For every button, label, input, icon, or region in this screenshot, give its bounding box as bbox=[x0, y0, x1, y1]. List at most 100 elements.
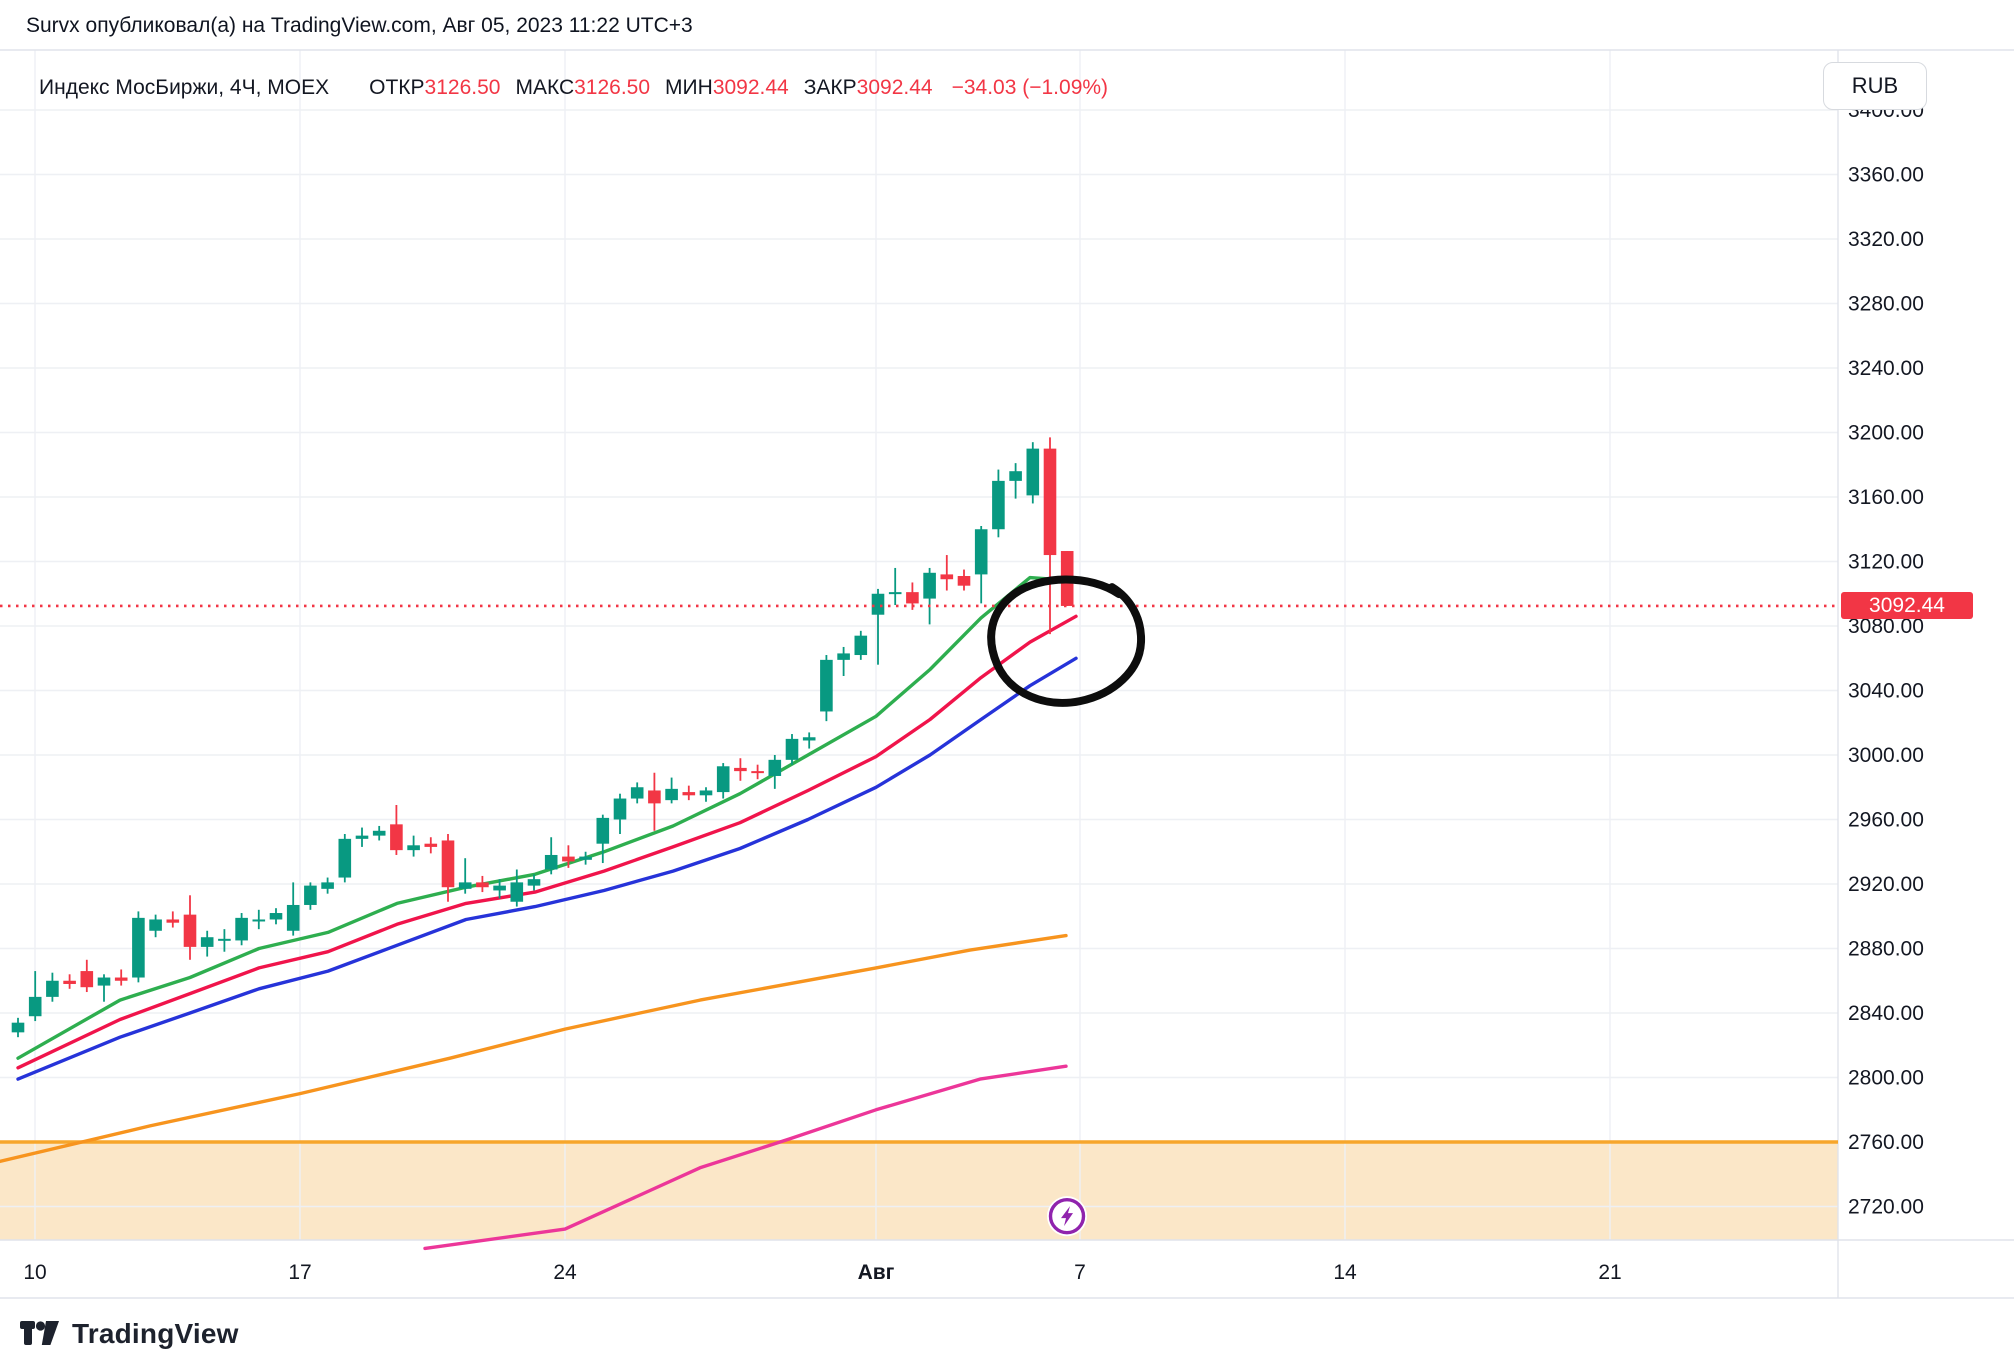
candle-body bbox=[510, 882, 524, 902]
candle bbox=[355, 827, 369, 847]
candle-body bbox=[355, 835, 369, 839]
candle-body bbox=[11, 1022, 25, 1033]
price-axis-label: 3000.00 bbox=[1848, 744, 1924, 767]
candle bbox=[510, 869, 524, 907]
candle-body bbox=[802, 737, 816, 741]
candle bbox=[493, 879, 506, 899]
tradingview-logo-icon bbox=[20, 1321, 59, 1345]
tradingview-logo-text: TradingView bbox=[72, 1318, 239, 1349]
time-axis-label: 7 bbox=[1074, 1261, 1086, 1284]
candle-body bbox=[424, 843, 438, 847]
price-axis-label: 2920.00 bbox=[1848, 873, 1924, 896]
pane-borders bbox=[0, 49, 2014, 1299]
candle-body bbox=[114, 977, 128, 981]
legend-item-мин: МИН3092.44 bbox=[665, 76, 789, 99]
price-axis-label: 3360.00 bbox=[1848, 164, 1924, 187]
price-axis-label: 2880.00 bbox=[1848, 938, 1924, 961]
candle bbox=[28, 971, 42, 1022]
candle-body bbox=[562, 856, 575, 862]
candle-body bbox=[1009, 471, 1022, 481]
lightning-bolt-icon bbox=[1061, 1206, 1073, 1227]
candle-body bbox=[854, 635, 868, 656]
candle bbox=[544, 837, 558, 875]
candle-body bbox=[304, 885, 317, 905]
legend-item-откр: ОТКР3126.50 bbox=[369, 76, 501, 99]
candle bbox=[63, 974, 76, 989]
candle-body bbox=[269, 913, 283, 920]
candle-body bbox=[544, 854, 558, 870]
price-axis-label: 3280.00 bbox=[1848, 293, 1924, 316]
ohlc-values: ОТКР3126.50 МАКС3126.50 МИН3092.44 ЗАКР3092… bbox=[369, 76, 947, 100]
price-axis-label: 3120.00 bbox=[1848, 551, 1924, 574]
candle-body bbox=[97, 977, 111, 986]
candle-body bbox=[716, 766, 730, 793]
candle bbox=[132, 911, 145, 983]
candle bbox=[630, 782, 644, 804]
publish-byline: Survx опубликовал(а) на TradingView.com,… bbox=[26, 14, 693, 37]
price-axis-label: 2800.00 bbox=[1848, 1067, 1924, 1090]
candle-body bbox=[46, 980, 59, 997]
candle bbox=[734, 758, 747, 781]
time-axis-label: 24 bbox=[553, 1261, 577, 1284]
candle bbox=[80, 959, 94, 993]
candle bbox=[716, 763, 730, 799]
candle-body bbox=[785, 738, 799, 760]
candle bbox=[304, 882, 317, 910]
candle bbox=[854, 630, 868, 660]
candle-body bbox=[1043, 448, 1057, 556]
candle bbox=[613, 793, 627, 835]
candle bbox=[114, 969, 128, 986]
price-axis-label: 3080.00 bbox=[1848, 615, 1924, 638]
candle-body bbox=[751, 771, 764, 774]
candle bbox=[837, 646, 850, 676]
candle bbox=[1009, 463, 1022, 499]
candle-body bbox=[734, 767, 747, 772]
time-axis-label: 21 bbox=[1598, 1261, 1621, 1284]
candle bbox=[579, 851, 592, 865]
price-axis-label: 2720.00 bbox=[1848, 1196, 1924, 1219]
candle-body bbox=[80, 971, 94, 988]
tradingview-logo[interactable]: TradingView bbox=[20, 1318, 239, 1350]
candle-body bbox=[906, 592, 919, 604]
candle-body bbox=[321, 882, 334, 889]
price-axis-label: 3160.00 bbox=[1848, 486, 1924, 509]
candle bbox=[200, 930, 214, 957]
candle-body bbox=[940, 574, 954, 580]
candle-body bbox=[871, 593, 885, 615]
candle bbox=[1026, 442, 1040, 504]
candle bbox=[682, 785, 696, 801]
hand-drawn-circle-annotation bbox=[987, 575, 1146, 707]
candle-body bbox=[579, 856, 592, 860]
candle-body bbox=[992, 480, 1005, 530]
time-axis-label: 14 bbox=[1333, 1261, 1357, 1284]
candle bbox=[321, 877, 334, 894]
candle bbox=[974, 526, 988, 604]
candle bbox=[940, 555, 954, 591]
candle bbox=[820, 655, 833, 722]
candle bbox=[218, 929, 231, 952]
gridlines bbox=[0, 50, 1838, 1240]
currency-button[interactable]: RUB bbox=[1823, 62, 1927, 110]
candle-body bbox=[63, 980, 76, 984]
ma-slow-blue bbox=[16, 656, 1078, 1081]
candle-body bbox=[390, 824, 403, 851]
candle bbox=[424, 837, 438, 854]
candle-body bbox=[338, 838, 352, 878]
price-axis-label: 2840.00 bbox=[1848, 1002, 1924, 1025]
candle-body bbox=[957, 576, 971, 586]
candle-body bbox=[200, 937, 214, 947]
ma-mid-crimson bbox=[16, 614, 1078, 1070]
price-axis-label: 3040.00 bbox=[1848, 680, 1924, 703]
candle-body bbox=[768, 759, 782, 776]
candle bbox=[476, 875, 489, 893]
candle-body bbox=[527, 879, 541, 886]
ma-longest-pink bbox=[423, 1064, 1068, 1251]
candle-body bbox=[286, 904, 300, 931]
candle bbox=[957, 569, 971, 591]
candle-body bbox=[252, 919, 266, 922]
price-axis-label: 2760.00 bbox=[1848, 1131, 1924, 1154]
candle-body bbox=[149, 919, 162, 931]
price-axis: 3400.003360.003320.003280.003240.003200.… bbox=[1848, 99, 1924, 1219]
